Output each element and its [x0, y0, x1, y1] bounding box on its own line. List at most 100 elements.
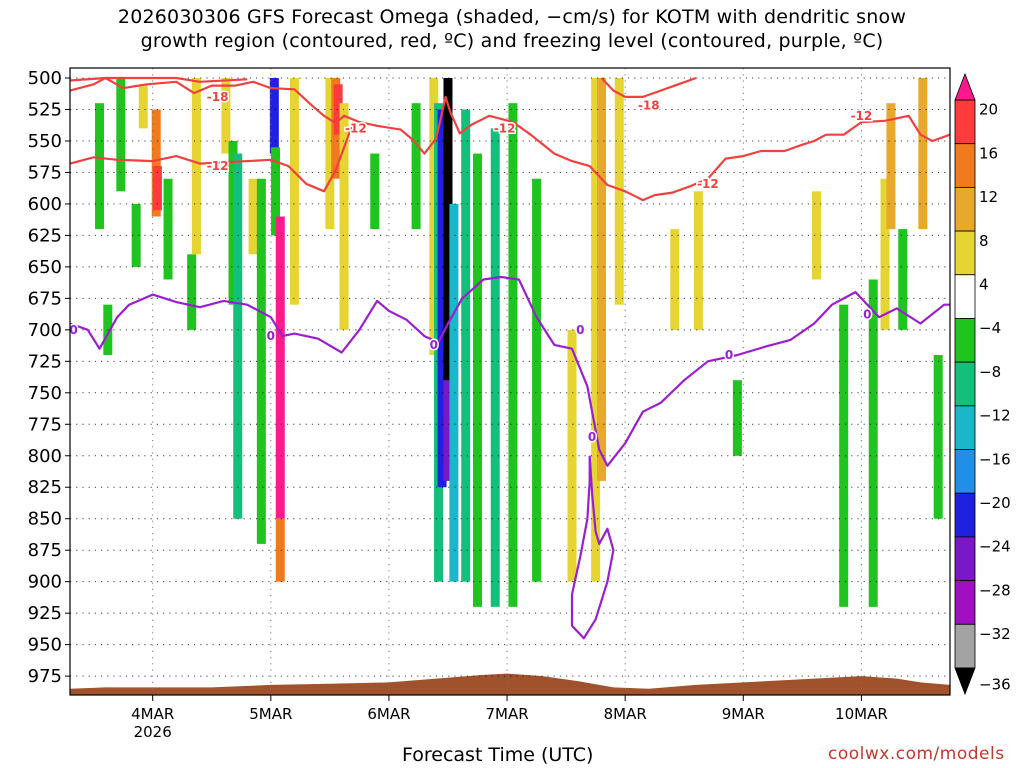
colorbar-bin-1: [954, 99, 976, 145]
y-tick-label-675: 675: [28, 288, 62, 309]
omega-cell-51: [933, 355, 943, 519]
omega-cell-42: [693, 191, 703, 330]
colorbar-label-12: −32: [979, 625, 1011, 643]
y-tick-label-850: 850: [28, 509, 62, 530]
y-tick-label-775: 775: [28, 414, 62, 435]
y-tick-label-725: 725: [28, 351, 62, 372]
contour-lines: [69, 76, 951, 640]
omega-cell-22: [333, 84, 343, 135]
colorbar-bin-7: [954, 361, 976, 407]
purple-freezing-level: [69, 275, 950, 467]
omega-cell-39: [597, 78, 607, 481]
omega-cell-10: [221, 78, 231, 154]
contour-labels: -18 -12 -12 -12 -18 -12 -12 0 0 0 0 0 0 0: [68, 88, 874, 445]
contour-label-2: -12: [207, 159, 229, 173]
colorbar-bin-2: [954, 143, 976, 188]
purple-freezing-loop: [570, 455, 615, 640]
colorbar-bin-4: [954, 230, 976, 276]
omega-cell-41: [670, 229, 680, 330]
y-tick-label-950: 950: [28, 635, 62, 656]
colorbar-bin-12: [954, 580, 976, 625]
plot-border: [69, 67, 951, 696]
y-tick-label-625: 625: [28, 225, 62, 246]
omega-cell-43: [732, 380, 742, 456]
terrain-fill: [70, 673, 950, 695]
x-tick-sublabel-4MAR: 2026: [134, 723, 172, 741]
omega-cell-50: [918, 78, 928, 230]
colorbar-top-arrow: [954, 72, 976, 101]
contour-label-11: 0: [588, 430, 596, 444]
y-axis-pressure: 500 525 550 575 600 625 650 675 700 725 750 775 800 8…: [28, 68, 70, 687]
y-tick-label-925: 925: [28, 603, 62, 624]
colorbar-label-3: 8: [979, 232, 989, 250]
y-tick-label-650: 650: [28, 257, 62, 278]
red-minus-18-isotherm: [69, 76, 248, 83]
credit-link[interactable]: coolwx.com/models: [828, 744, 1005, 764]
contour-label-8: 0: [267, 329, 275, 343]
chart-title-line-2: growth region (contoured, red, ºC) and f…: [140, 30, 884, 52]
omega-cell-45: [839, 304, 849, 607]
omega-cell-9: [191, 78, 201, 255]
x-tick-label-8MAR: 8MAR: [604, 705, 647, 723]
colorbar-bin-10: [954, 492, 976, 538]
colorbar-label-6: −8: [979, 363, 1001, 381]
omega-cell-48: [886, 103, 896, 230]
omega-cell-35: [508, 103, 518, 607]
omega-cell-16: [271, 147, 281, 236]
omega-cell-18: [275, 518, 285, 582]
omega-cell-23: [339, 103, 349, 330]
contour-label-1: -12: [345, 121, 367, 135]
colorbar-label-5: −4: [979, 319, 1001, 337]
colorbar-bin-6: [954, 318, 976, 363]
omega-cell-14: [256, 178, 266, 544]
omega-cell-12: [233, 153, 243, 519]
omega-cell-34: [490, 128, 500, 607]
omega-cell-49: [898, 229, 908, 330]
colorbar: 20 16 12 8 4 −4 −8 −12 −16 −20 −24 −28 −32 −36: [954, 72, 1011, 696]
chart-title-line-1: 2026030306 GFS Forecast Omega (shaded, −…: [117, 6, 907, 28]
contour-label-7: 0: [69, 323, 77, 337]
colorbar-label-4: 4: [979, 276, 989, 294]
x-tick-label-9MAR: 9MAR: [722, 705, 765, 723]
omega-cell-36: [532, 178, 542, 582]
omega-cell-38: [591, 78, 601, 582]
y-tick-label-525: 525: [28, 99, 62, 120]
omega-cell-30: [443, 380, 453, 481]
y-tick-label-575: 575: [28, 162, 62, 183]
omega-cell-8: [187, 254, 197, 330]
colorbar-label-1: 16: [979, 144, 998, 162]
y-tick-label-975: 975: [28, 666, 62, 687]
x-tick-label-7MAR: 7MAR: [485, 705, 528, 723]
omega-cell-37: [567, 329, 577, 582]
omega-cell-32: [461, 109, 471, 582]
y-tick-label-750: 750: [28, 383, 62, 404]
omega-cell-7: [163, 178, 173, 280]
omega-cell-17: [275, 216, 285, 519]
y-tick-label-500: 500: [28, 68, 62, 89]
colorbar-bin-9: [954, 449, 976, 494]
omega-cell-33: [473, 153, 483, 607]
x-tick-label-5MAR: 5MAR: [249, 705, 292, 723]
colorbar-label-7: −12: [979, 407, 1011, 425]
y-tick-label-875: 875: [28, 540, 62, 561]
contour-label-9: 0: [430, 338, 438, 352]
omega-cell-6: [152, 166, 162, 211]
colorbar-label-13: −36: [979, 675, 1011, 693]
omega-cell-19: [289, 78, 299, 305]
omega-cell-4: [138, 84, 148, 129]
colorbar-label-8: −16: [979, 450, 1011, 468]
omega-cell-13: [248, 178, 258, 255]
colorbar-bin-8: [954, 405, 976, 450]
colorbar-bin-13: [954, 623, 976, 669]
plot-frame: [69, 67, 951, 696]
omega-cell-46: [868, 279, 878, 607]
colorbar-label-11: −28: [979, 581, 1011, 599]
contour-label-10: 0: [576, 323, 584, 337]
colorbar-label-0: 20: [979, 101, 998, 119]
omega-cell-25: [411, 103, 421, 230]
omega-cell-15: [269, 78, 279, 154]
omega-cell-0: [95, 103, 105, 230]
omega-cell-3: [131, 203, 141, 267]
